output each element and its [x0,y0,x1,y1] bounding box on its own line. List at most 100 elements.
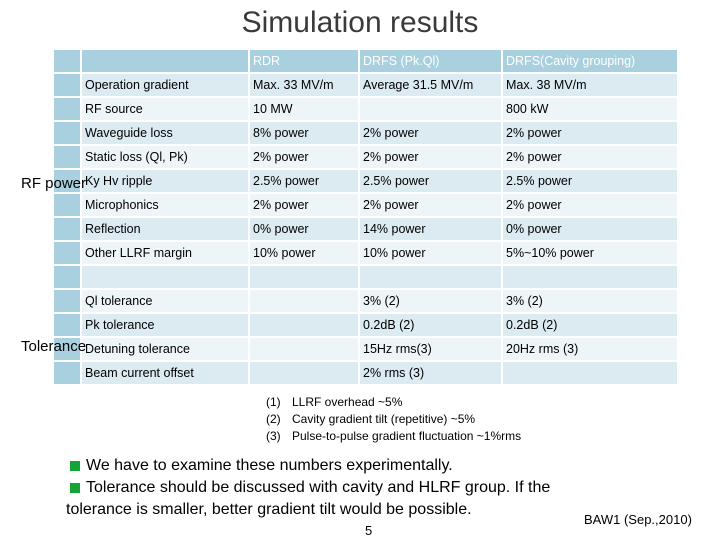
table-header-cell [52,48,81,73]
table-cell [80,264,249,289]
table-cell [52,240,81,265]
table-header-cell: DRFS (Pk.Ql) [358,48,502,73]
table-header-cell: DRFS(Cavity grouping) [501,48,677,73]
table-cell: 2.5% power [358,168,502,193]
table-cell: 15Hz rms(3) [358,336,502,361]
footnote: (3) Pulse-to-pulse gradient fluctuation ~… [266,429,522,443]
table-row: Pk tolerance 0.2dB (2) 0.2dB (2) [52,312,677,337]
table-cell [248,288,359,313]
table-row: Beam current offset 2% rms (3) [52,360,677,384]
table-cell: Ky Hv ripple [80,168,249,193]
bullet-item: Tolerance should be discussed with cavit… [68,477,668,499]
table-cell: 10 MW [248,96,359,121]
table-cell: Waveguide loss [80,120,249,145]
table-row: Static loss (Ql, Pk) 2% power 2% power 2% p… [52,144,677,169]
table-cell: 3% (2) [501,288,677,313]
table-cell: Other LLRF margin [80,240,249,265]
table-cell [501,360,677,384]
table-cell: 5%~10% power [501,240,677,265]
table-cell: 2% power [501,192,677,217]
results-table: RDR DRFS (Pk.Ql) DRFS(Cavity grouping) Oper… [52,48,677,384]
table-cell [52,288,81,313]
table-cell [52,96,81,121]
table-header-row: RDR DRFS (Pk.Ql) DRFS(Cavity grouping) [52,48,677,73]
table-cell [248,312,359,337]
table-cell: 2% power [501,120,677,145]
table-header-cell [80,48,249,73]
table-cell: Reflection [80,216,249,241]
table-cell: Detuning tolerance [80,336,249,361]
table-row [52,264,677,289]
bullet-square-icon [70,461,80,471]
table-cell: Max. 38 MV/m [501,72,677,97]
footnote: (2) Cavity gradient tilt (repetitive) ~5% [266,412,476,426]
table-cell [52,264,81,289]
table-header-cell: RDR [248,48,359,73]
rf-power-label: RF power [21,175,87,192]
table-cell: 14% power [358,216,502,241]
table-row: Other LLRF margin 10% power 10% power 5%~10… [52,240,677,265]
table-cell [358,96,502,121]
table-cell: 2% power [358,120,502,145]
table-cell [248,360,359,384]
table-cell [52,120,81,145]
table-cell: 2% power [248,144,359,169]
table-row: Ky Hv ripple 2.5% power 2.5% power 2.5% pow… [52,168,677,193]
bullet-square-icon [70,483,80,493]
table-cell: 0% power [248,216,359,241]
table-cell: 0.2dB (2) [358,312,502,337]
table-cell: 2% rms (3) [358,360,502,384]
table-cell: 0% power [501,216,677,241]
table-cell [52,360,81,384]
table-cell: Beam current offset [80,360,249,384]
footnote: (1) LLRF overhead ~5% [266,395,403,409]
table-cell: Microphonics [80,192,249,217]
table-cell [52,216,81,241]
table-cell [358,264,502,289]
table-cell: 2.5% power [248,168,359,193]
table-cell: 2% power [501,144,677,169]
table-cell: 800 kW [501,96,677,121]
table-row: Detuning tolerance 15Hz rms(3) 20Hz rms (3… [52,336,677,361]
table-cell [52,168,81,193]
table-cell [52,72,81,97]
table-cell: Max. 33 MV/m [248,72,359,97]
bullet-item: We have to examine these numbers experim… [68,455,668,477]
table-cell [52,144,81,169]
bullet-continuation: tolerance is smaller, better gradient ti… [66,501,472,518]
table-cell: 2% power [358,192,502,217]
table-cell: 10% power [358,240,502,265]
footnotes: (1) LLRF overhead ~5% (2) Cavity gradient … [266,394,521,445]
table-row: Reflection 0% power 14% power 0% power [52,216,677,241]
tolerance-label: Tolerance [21,338,87,355]
table-row: Waveguide loss 8% power 2% power 2% power [52,120,677,145]
conference-label: BAW1 (Sep.,2010) [584,512,692,527]
table-cell: 3% (2) [358,288,502,313]
table-cell [248,336,359,361]
bullet-list: We have to examine these numbers experim… [66,455,668,521]
table-cell: Operation gradient [80,72,249,97]
table-cell: Static loss (Ql, Pk) [80,144,249,169]
table-cell: 20Hz rms (3) [501,336,677,361]
page-number: 5 [365,523,373,538]
table-cell [52,192,81,217]
table-row: RF source 10 MW 800 kW [52,96,677,121]
table-cell [52,336,81,361]
table-cell: 0.2dB (2) [501,312,677,337]
table-row: Operation gradient Max. 33 MV/m Average 31… [52,72,677,97]
table-cell: RF source [80,96,249,121]
table-cell: Ql tolerance [80,288,249,313]
table-cell: 8% power [248,120,359,145]
table-cell: 2.5% power [501,168,677,193]
table-cell: Pk tolerance [80,312,249,337]
table-cell [501,264,677,289]
table-cell: 2% power [248,192,359,217]
table-cell [248,264,359,289]
slide-title: Simulation results [241,6,479,39]
table-cell: Average 31.5 MV/m [358,72,502,97]
table-row: Microphonics 2% power 2% power 2% power [52,192,677,217]
table-cell: 2% power [358,144,502,169]
table-cell: 10% power [248,240,359,265]
table-row: Ql tolerance 3% (2) 3% (2) [52,288,677,313]
table-cell [52,312,81,337]
